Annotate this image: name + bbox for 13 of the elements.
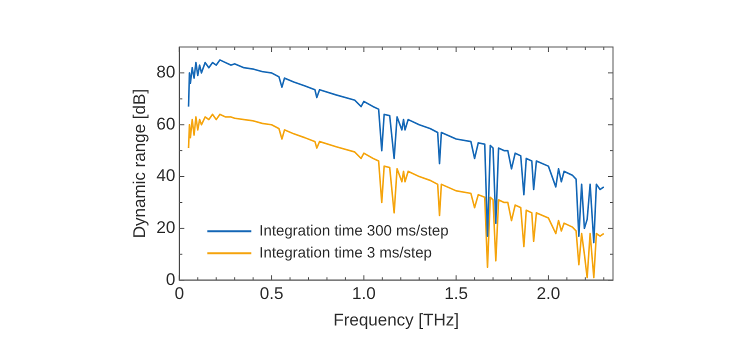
legend-label: Integration time 3 ms/step [259,244,432,262]
y-tick-label: 20 [156,218,176,238]
y-axis-title: Dynamic range [dB] [130,88,149,238]
y-tick-label: 40 [156,166,176,186]
x-tick-label: 2.0 [536,284,560,304]
y-tick-label: 0 [166,270,176,289]
y-tick-label: 60 [156,114,176,134]
x-tick-label: 1.5 [444,284,468,304]
x-axis-title: Frequency [THz] [333,310,459,330]
x-tick-label: 1.0 [352,284,376,304]
x-tick-label: 0.5 [260,284,284,304]
legend-label: Integration time 300 ms/step [259,222,449,240]
y-tick-label: 80 [156,62,176,82]
